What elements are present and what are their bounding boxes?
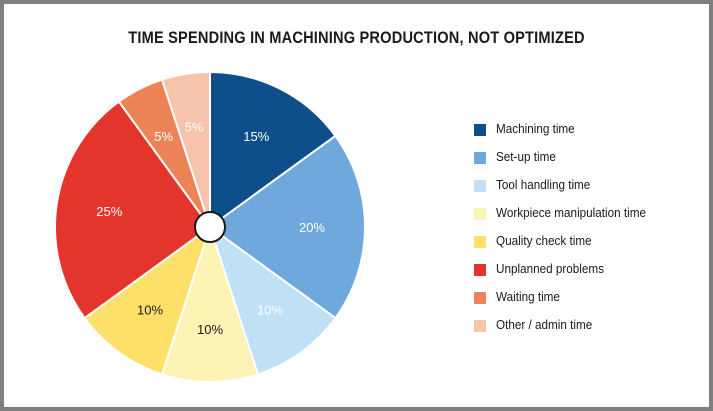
legend-label: Workpiece manipulation time — [496, 205, 647, 220]
slice-value-label: 15% — [243, 129, 269, 144]
legend-swatch — [474, 236, 486, 248]
pie-slice-set-up-time — [208, 134, 366, 320]
slice-value-label: 10% — [197, 322, 223, 337]
pie-slice-quality-check-time — [83, 224, 212, 376]
legend-label: Tool handling time — [496, 177, 591, 192]
slice-value-label: 5% — [185, 119, 204, 134]
pie-slice-workpiece-manipulation-time — [160, 223, 260, 383]
legend-label: Waiting time — [496, 289, 560, 304]
pie-slice-machining-time — [209, 70, 337, 229]
pie-center-hole — [194, 211, 226, 243]
legend-label: Set-up time — [496, 149, 556, 164]
legend-label: Quality check time — [496, 233, 592, 248]
slice-value-label: 10% — [137, 303, 163, 318]
legend-swatch — [474, 320, 486, 332]
chart-title: TIME SPENDING IN MACHINING PRODUCTION, N… — [128, 28, 585, 47]
legend-swatch — [474, 152, 486, 164]
slice-value-label: 25% — [96, 204, 122, 219]
slice-value-label: 5% — [154, 129, 173, 144]
legend-label: Other / admin time — [496, 317, 593, 332]
slice-value-label: 10% — [257, 303, 283, 318]
legend-swatch — [474, 180, 486, 192]
pie-slice-unplanned-problems — [54, 100, 212, 320]
legend-label: Unplanned problems — [496, 261, 604, 276]
pie-slice-other-admin-time — [160, 70, 211, 228]
legend-label: Machining time — [496, 121, 575, 136]
legend-swatch — [474, 208, 486, 220]
slice-value-label: 20% — [299, 220, 325, 235]
legend-swatch — [474, 264, 486, 276]
legend-swatch — [474, 124, 486, 136]
legend-swatch — [474, 292, 486, 304]
pie-slice-tool-handling-time — [208, 224, 337, 376]
